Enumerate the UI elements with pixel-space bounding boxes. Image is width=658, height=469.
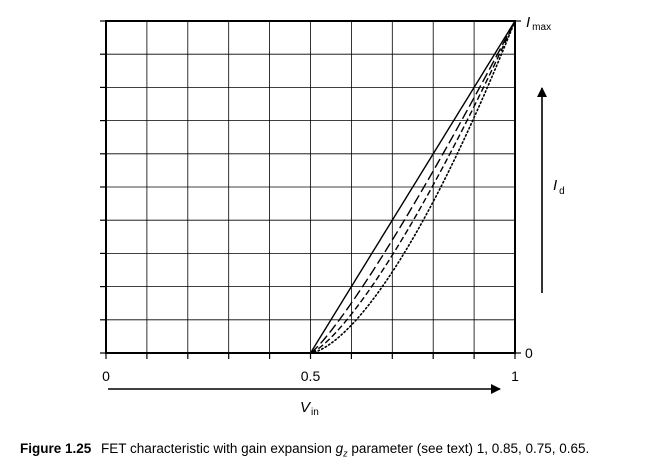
caption-param: gz — [335, 441, 348, 459]
tick-marks — [100, 20, 521, 359]
caption-text-after: parameter (see text) 1, 0.85, 0.75, 0.65… — [347, 441, 590, 456]
x-tick-label: 1 — [511, 368, 519, 384]
figure-label: Figure 1.25 — [20, 441, 92, 456]
x-tick-label: 0 — [102, 368, 110, 384]
curves — [309, 20, 516, 354]
grid — [106, 21, 515, 353]
y-tick-label-bottom: 0 — [525, 345, 533, 361]
x-axis-label: Vin — [300, 399, 319, 418]
caption-text-before: FET characteristic with gain expansion — [101, 441, 336, 456]
series-line-gz-1 — [309, 20, 516, 354]
direction-arrows — [108, 87, 547, 394]
caption-param-main: g — [335, 441, 344, 456]
series-line-gz-0_65 — [309, 20, 516, 354]
figure-caption: Figure 1.25 FET characteristic with gain… — [20, 440, 650, 463]
series-line-gz-0_75 — [310, 20, 516, 354]
caption-param-sub: z — [343, 448, 348, 459]
x-tick-label: 0.5 — [301, 368, 321, 384]
